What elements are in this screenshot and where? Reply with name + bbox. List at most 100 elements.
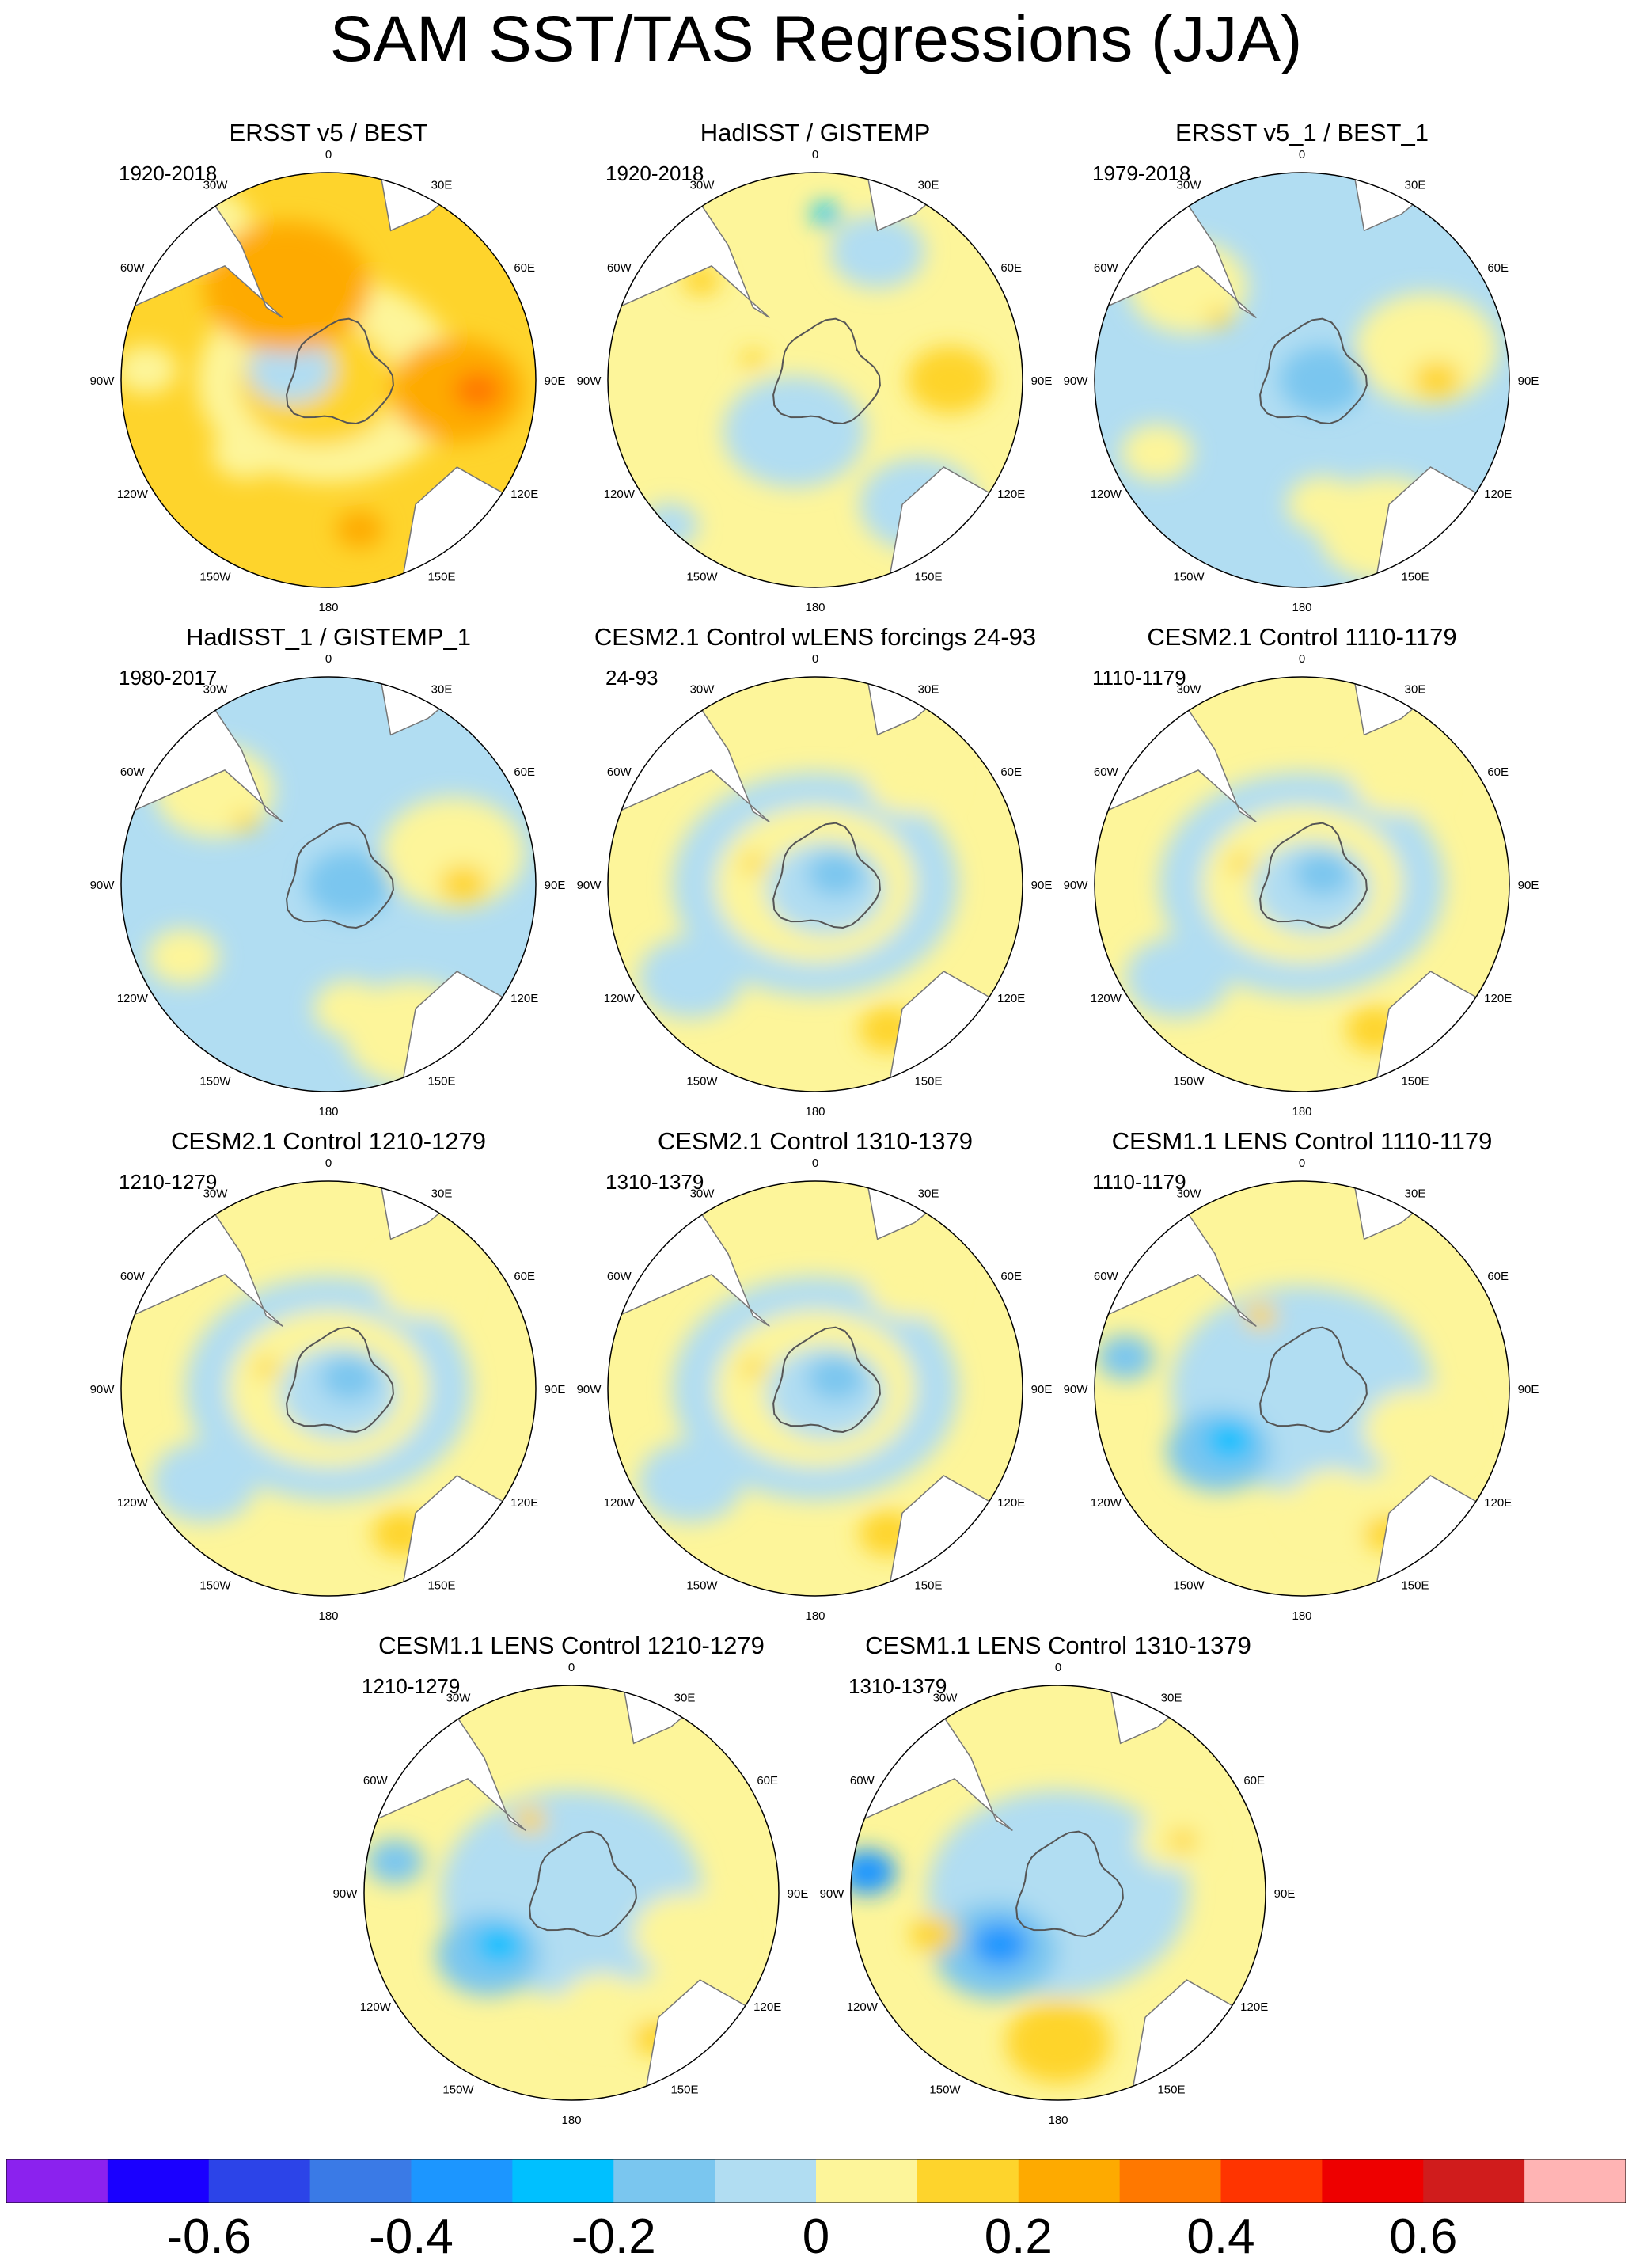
longitude-label: 180 [1292, 1609, 1311, 1623]
regression-field [608, 1181, 1023, 1596]
map-panel: 0 30E 60E 90E 120E 150E 180 150W 120W 90W 60W 30W CE… [813, 1632, 1304, 2138]
antarctica-coastline [286, 1326, 394, 1434]
longitude-label: 60W [120, 261, 146, 275]
anomaly-region [1363, 1389, 1469, 1472]
anomaly-region [741, 1358, 765, 1377]
longitude-label: 0 [325, 148, 332, 161]
polar-map: 0 30E 60E 90E 120E 150E 180 150W 120W 90W 60W 30W [1064, 1157, 1539, 1623]
panel-period: 24-93 [605, 666, 658, 690]
longitude-label: 0 [1299, 148, 1305, 161]
antarctica-coastline [1015, 1830, 1124, 1938]
colorbar-tick-label: -0.6 [166, 2209, 252, 2264]
anomaly-region [632, 1893, 738, 1976]
antarctica-coastline [286, 822, 394, 929]
anomaly-region [971, 1922, 1029, 1967]
anomaly-region [638, 1441, 744, 1523]
longitude-label: 150E [914, 1075, 942, 1088]
panel-title: CESM1.1 LENS Control 1210-1279 [378, 1632, 765, 1659]
antarctica-coastline [772, 822, 881, 929]
longitude-label: 60E [514, 765, 535, 779]
anomaly-region [121, 345, 177, 394]
longitude-label: 120W [1091, 488, 1122, 501]
longitude-label: 60W [607, 261, 632, 275]
anomaly-region [1290, 1468, 1376, 1537]
colorbar-swatch [309, 2159, 412, 2203]
longitude-label: 90E [545, 879, 566, 892]
longitude-label: 30E [674, 1691, 696, 1704]
longitude-label: 90E [1518, 879, 1539, 892]
longitude-label: 150W [686, 571, 718, 584]
anomaly-region [1168, 1829, 1197, 1852]
longitude-label: 90W [577, 879, 602, 892]
longitude-label: 150W [686, 1075, 718, 1088]
longitude-label: 90W [577, 374, 602, 388]
map-panel: 0 30E 60E 90E 120E 150E 180 150W 120W 90W 60W 30W CE… [1057, 1127, 1547, 1634]
longitude-label: 180 [1292, 1105, 1311, 1119]
longitude-label: 90W [1064, 879, 1089, 892]
longitude-label: 150E [670, 2084, 698, 2097]
map-border [1094, 676, 1510, 1092]
anomaly-region [366, 1839, 424, 1884]
longitude-label: 180 [318, 1609, 338, 1623]
longitude-label: 150E [1401, 1579, 1429, 1593]
panel-title: HadISST_1 / GISTEMP_1 [185, 623, 472, 651]
colorbar-swatch [917, 2159, 1019, 2203]
longitude-label: 150W [199, 1075, 231, 1088]
colorbar-swatch [1423, 2159, 1525, 2203]
regression-field [1095, 677, 1509, 1092]
longitude-label: 90E [1518, 374, 1539, 388]
panel-title: HadISST / GISTEMP [700, 119, 931, 146]
anomaly-region [1243, 1302, 1277, 1329]
colorbar-swatch [816, 2159, 918, 2203]
longitude-label: 30W [690, 1187, 715, 1200]
anomaly-region [1228, 854, 1252, 873]
longitude-label: 120E [997, 1496, 1025, 1510]
longitude-label: 60E [1000, 1270, 1022, 1283]
longitude-label: 180 [805, 1105, 825, 1119]
longitude-label: 120E [753, 2000, 781, 2014]
panel-period: 1920-2018 [119, 161, 218, 185]
longitude-label: 0 [812, 1157, 818, 1170]
colorbar-tick-label: 0.2 [984, 2209, 1053, 2264]
longitude-label: 90W [90, 1383, 116, 1396]
anomaly-region [248, 336, 335, 404]
longitude-label: 90E [1031, 1383, 1053, 1396]
map-panel: 0 30E 60E 90E 120E 150E 180 150W 120W 90W 60W 30W CE… [1057, 623, 1547, 1130]
longitude-label: 180 [1292, 601, 1311, 614]
longitude-label: 150E [1157, 2084, 1185, 2097]
longitude-label: 90E [1274, 1887, 1296, 1901]
polar-map: 0 30E 60E 90E 120E 150E 180 150W 120W 90W 60W 30W [90, 1157, 566, 1623]
longitude-label: 180 [561, 2114, 581, 2127]
longitude-label: 150E [914, 1579, 942, 1593]
anomaly-region [1352, 747, 1439, 815]
longitude-label: 90W [820, 1887, 845, 1901]
regression-field [1095, 1181, 1509, 1596]
map-border [607, 172, 1023, 588]
anomaly-region [1026, 1852, 1132, 1934]
panel-period: 1310-1379 [848, 1674, 947, 1698]
anomaly-region [1279, 346, 1366, 414]
panel-period: 1110-1179 [1092, 666, 1186, 690]
regression-field [364, 1685, 779, 2100]
colorbar-tick-label: -0.2 [571, 2209, 656, 2264]
longitude-label: 120W [604, 992, 636, 1005]
longitude-label: 90E [788, 1887, 809, 1901]
colorbar-swatch [1119, 2159, 1222, 2203]
longitude-label: 120W [117, 992, 149, 1005]
map-border [1094, 1180, 1510, 1597]
polar-map: 0 30E 60E 90E 120E 150E 180 150W 120W 90W 60W 30W [1064, 652, 1539, 1119]
anomaly-region [151, 1441, 257, 1523]
longitude-label: 150W [199, 1579, 231, 1593]
map-border [850, 1685, 1266, 2101]
longitude-label: 60E [1000, 261, 1022, 275]
longitude-label: 150W [1173, 1579, 1205, 1593]
longitude-label: 120W [117, 1496, 149, 1510]
polar-map: 0 30E 60E 90E 120E 150E 180 150W 120W 90W 60W 30W [820, 1661, 1296, 2127]
anomaly-region [381, 796, 525, 910]
anomaly-region [306, 850, 393, 918]
longitude-label: 0 [812, 148, 818, 161]
longitude-label: 150W [442, 2084, 474, 2097]
longitude-label: 30W [203, 1187, 229, 1200]
map-panel: 0 30E 60E 90E 120E 150E 180 150W 120W 90W 60W 30W Ha… [570, 119, 1061, 625]
longitude-label: 120W [117, 488, 149, 501]
